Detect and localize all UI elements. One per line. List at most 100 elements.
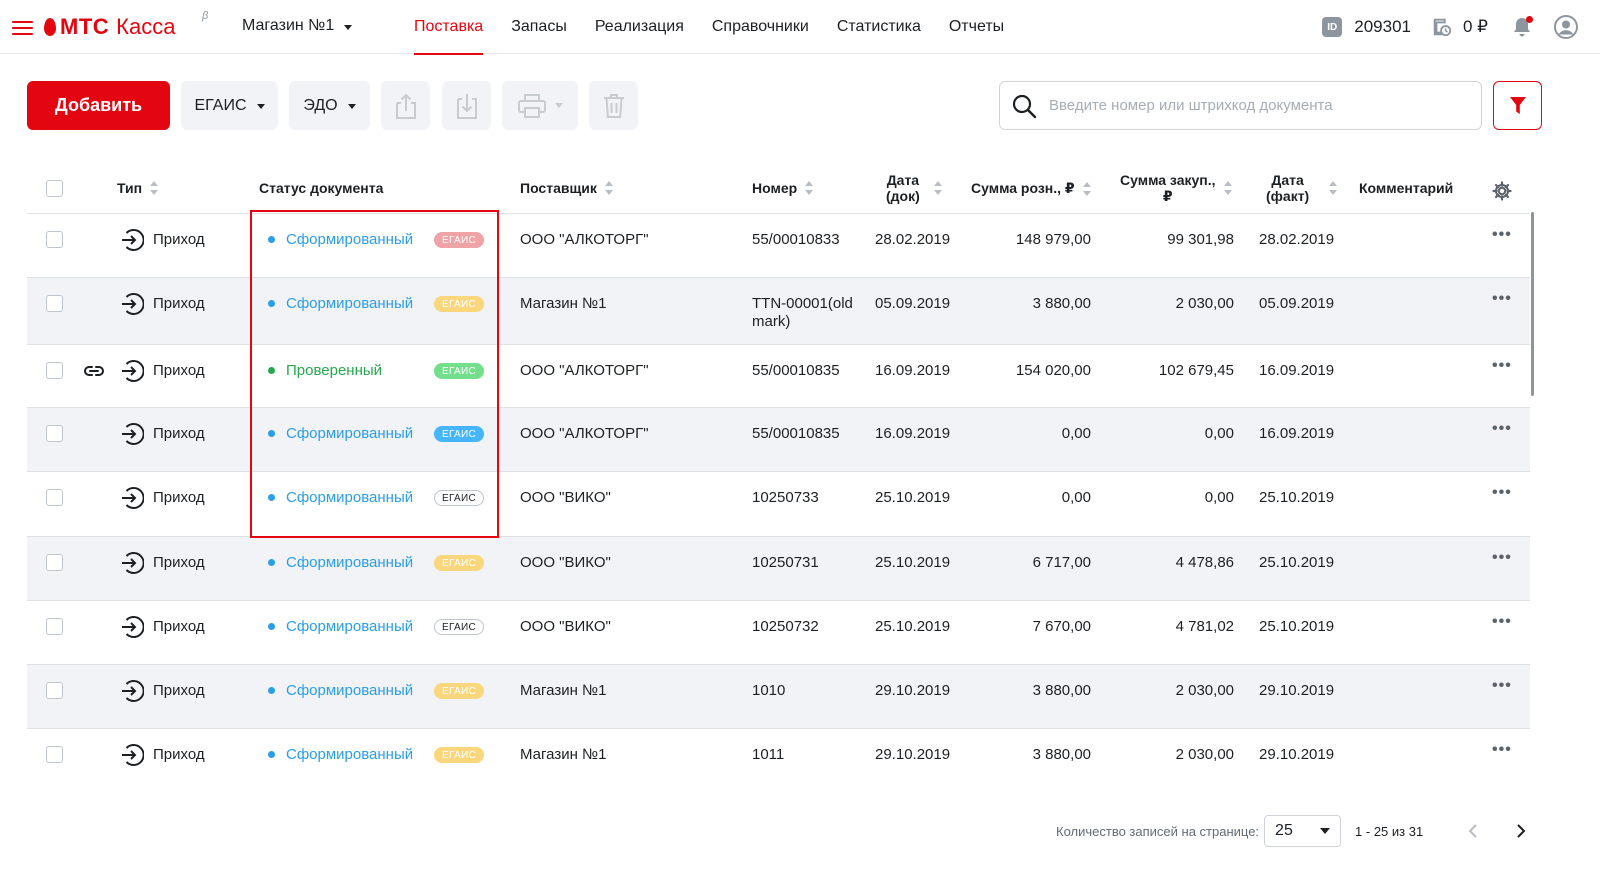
export-button[interactable]: [381, 81, 430, 130]
row-checkbox[interactable]: [46, 362, 63, 379]
column-date-doc[interactable]: Дата (док): [886, 172, 943, 204]
row-type: Приход: [153, 746, 205, 763]
logo[interactable]: МТС Касса β: [44, 10, 208, 42]
row-more-icon[interactable]: •••: [1492, 484, 1512, 501]
table-row[interactable]: Приход Сформированный ЕГАИС ООО "АЛКОТОРГ" 5…: [27, 408, 1530, 472]
egais-dropdown[interactable]: ЕГАИС: [181, 81, 278, 130]
delete-button[interactable]: [589, 81, 638, 130]
incoming-icon: [122, 552, 144, 574]
print-dropdown[interactable]: [502, 81, 578, 130]
status-dot: [268, 623, 275, 630]
main-nav: Поставка Запасы Реализация Справочники С…: [400, 0, 1018, 55]
row-more-icon[interactable]: •••: [1492, 226, 1512, 243]
import-button[interactable]: [442, 81, 491, 130]
table-row[interactable]: Приход Сформированный ЕГАИС ООО "АЛКОТОРГ" 5…: [27, 214, 1530, 278]
status-label: Сформированный: [268, 746, 413, 763]
status-text: Сформированный: [286, 682, 414, 699]
status-dot: [268, 430, 275, 437]
sort-icon[interactable]: [933, 181, 943, 195]
row-date-doc: 05.09.2019: [875, 295, 951, 312]
store-selector[interactable]: Магазин №1: [242, 17, 353, 35]
row-supplier: ООО "ВИКО": [520, 554, 611, 571]
row-checkbox[interactable]: [46, 489, 63, 506]
row-more-icon[interactable]: •••: [1492, 290, 1512, 307]
nav-item-reports[interactable]: Отчеты: [948, 18, 1005, 35]
row-more-icon[interactable]: •••: [1492, 613, 1512, 630]
column-number[interactable]: Номер: [752, 180, 814, 196]
status-dot: [268, 559, 275, 566]
add-button[interactable]: Добавить: [27, 81, 170, 130]
table-row[interactable]: Приход Сформированный ЕГАИС ООО "ВИКО" 10250…: [27, 537, 1530, 601]
table-row[interactable]: Приход Сформированный ЕГАИС Магазин №1 1011 2…: [27, 729, 1530, 786]
nav-item-directories[interactable]: Справочники: [711, 18, 809, 35]
incoming-icon: [122, 229, 144, 251]
column-number-label: Номер: [752, 180, 798, 196]
row-checkbox[interactable]: [46, 618, 63, 635]
table-row[interactable]: Приход Сформированный ЕГАИС ООО "ВИКО" 10250…: [27, 472, 1530, 537]
column-date-fact[interactable]: Дата (факт): [1266, 172, 1338, 204]
nav-item-stock[interactable]: Запасы: [511, 18, 567, 35]
table-row[interactable]: Приход Сформированный ЕГАИС Магазин №1 1010 2…: [27, 665, 1530, 729]
chevron-right-icon[interactable]: [1511, 822, 1529, 840]
row-type: Приход: [153, 682, 205, 699]
row-checkbox[interactable]: [46, 682, 63, 699]
menu-icon[interactable]: [12, 21, 33, 35]
mts-egg-icon: [44, 18, 56, 36]
sort-icon[interactable]: [604, 181, 614, 195]
row-checkbox[interactable]: [46, 231, 63, 248]
row-checkbox[interactable]: [46, 554, 63, 571]
table-row[interactable]: Приход Сформированный ЕГАИС ООО "ВИКО" 10250…: [27, 601, 1530, 665]
select-all-checkbox[interactable]: [46, 180, 63, 197]
table-body: Приход Сформированный ЕГАИС ООО "АЛКОТОРГ" 5…: [27, 214, 1530, 786]
row-more-icon[interactable]: •••: [1492, 420, 1512, 437]
logo-product: Касса: [116, 14, 176, 39]
column-supplier[interactable]: Поставщик: [520, 180, 614, 196]
settings-gear-icon[interactable]: [1492, 181, 1512, 201]
nav-item-statistics[interactable]: Статистика: [836, 18, 921, 35]
row-sum-purchase: 102 679,45: [1158, 362, 1234, 379]
row-checkbox[interactable]: [46, 295, 63, 312]
column-comment-label: Комментарий: [1359, 180, 1454, 196]
notifications-bell[interactable]: [1510, 15, 1534, 39]
sort-icon[interactable]: [150, 181, 159, 195]
sort-icon[interactable]: [1329, 181, 1338, 195]
chevron-left-icon[interactable]: [1465, 822, 1483, 840]
row-checkbox[interactable]: [46, 425, 63, 442]
row-date-doc: 25.10.2019: [875, 489, 951, 506]
column-type[interactable]: Тип: [117, 180, 159, 196]
row-date-doc: 29.10.2019: [875, 682, 951, 699]
row-more-icon[interactable]: •••: [1492, 677, 1512, 694]
edo-dropdown[interactable]: ЭДО: [289, 81, 370, 130]
row-sum-purchase: 0,00: [1204, 489, 1234, 506]
sort-icon[interactable]: [805, 181, 814, 195]
table-header: Тип Статус документа Поставщик Номер Дат…: [27, 162, 1530, 214]
avatar-icon[interactable]: [1554, 15, 1578, 39]
column-sum-purchase[interactable]: Сумма закуп., ₽: [1120, 172, 1233, 204]
row-more-icon[interactable]: •••: [1492, 549, 1512, 566]
filter-button[interactable]: [1493, 81, 1542, 130]
row-sum-retail: 0,00: [1061, 489, 1091, 506]
row-number-line1: TTN-00001(old: [752, 295, 853, 312]
vertical-scrollbar[interactable]: [1531, 212, 1534, 396]
nav-item-supply[interactable]: Поставка: [400, 0, 497, 55]
status-dot: [268, 236, 275, 243]
page-size-select[interactable]: 25: [1264, 815, 1342, 847]
search-box[interactable]: [999, 81, 1482, 130]
egais-badge: ЕГАИС: [434, 490, 484, 506]
row-sum-purchase: 4 781,02: [1175, 618, 1234, 635]
table-row[interactable]: Приход Проверенный ЕГАИС ООО "АЛКОТОРГ" 55/0…: [27, 345, 1530, 408]
link-icon[interactable]: [83, 360, 105, 382]
store-name: Магазин №1: [242, 17, 335, 34]
sort-icon[interactable]: [1223, 181, 1233, 195]
search-input[interactable]: [1049, 97, 1469, 114]
row-checkbox[interactable]: [46, 746, 63, 763]
row-more-icon[interactable]: •••: [1492, 357, 1512, 374]
row-more-icon[interactable]: •••: [1492, 741, 1512, 758]
nav-item-sales[interactable]: Реализация: [594, 18, 684, 35]
column-sum-retail[interactable]: Сумма розн., ₽: [971, 180, 1092, 197]
table-row[interactable]: Приход Сформированный ЕГАИС Магазин №1 TTN-0…: [27, 278, 1530, 345]
row-number-line1: 55/00010833: [752, 231, 840, 248]
filter-icon: [1509, 96, 1526, 114]
wallet-icon[interactable]: [1431, 16, 1453, 38]
sort-icon[interactable]: [1082, 181, 1092, 196]
